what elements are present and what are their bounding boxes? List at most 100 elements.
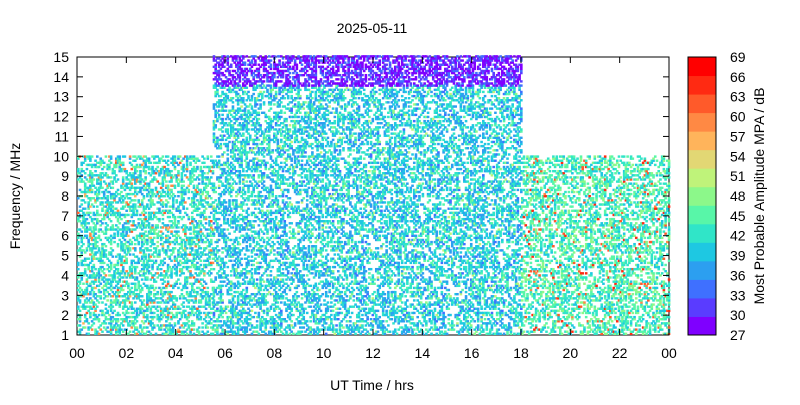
heatmap-cell [214,211,217,215]
heatmap-cell [149,297,153,300]
heatmap-cell [219,295,223,298]
heatmap-cell [101,251,104,254]
heatmap-cell [261,245,264,248]
heatmap-cell [278,144,281,148]
heatmap-cell [80,174,84,177]
heatmap-cell [262,163,266,167]
heatmap-cell [274,297,278,300]
heatmap-cell [161,180,165,183]
heatmap-cell [90,230,94,233]
heatmap-cell [262,84,266,87]
heatmap-cell [194,245,198,248]
heatmap-cell [231,267,235,271]
heatmap-cell [152,211,156,215]
heatmap-cell [85,234,89,238]
heatmap-cell [247,117,250,121]
heatmap-cell [151,172,154,175]
heatmap-cell [89,188,92,192]
heatmap-cell [233,309,236,313]
heatmap-cell [264,138,268,142]
heatmap-cell [177,263,180,267]
heatmap-cell [245,115,249,119]
heatmap-cell [247,176,250,179]
heatmap-cell [83,190,87,194]
heatmap-cell [252,88,255,92]
heatmap-cell [203,215,206,219]
heatmap-cell [196,255,199,258]
heatmap-cell [266,292,269,296]
heatmap-cell [231,147,235,150]
heatmap-cell [113,324,116,327]
heatmap-cell [123,318,127,321]
heatmap-cell [192,230,196,233]
heatmap-cell [132,253,135,256]
heatmap-cell [144,263,147,267]
heatmap-cell [109,322,113,325]
heatmap-cell [233,253,236,256]
heatmap-cell [257,315,261,319]
heatmap-cell [273,282,276,285]
heatmap-cell [245,232,249,235]
heatmap-cell [219,180,223,183]
heatmap-cell [146,234,149,238]
heatmap-cell [236,169,240,173]
heatmap-cell [257,261,261,265]
heatmap-cell [158,157,161,160]
heatmap-cell [264,261,268,265]
heatmap-cell [217,159,221,162]
heatmap-cell [140,263,144,267]
heatmap-cell [77,215,80,219]
heatmap-cell [158,318,161,321]
heatmap-cell [121,230,125,233]
heatmap-cell [216,147,219,150]
heatmap-cell [206,257,210,260]
heatmap-cell [226,251,230,254]
heatmap-cell [80,222,84,225]
heatmap-cell [121,161,125,165]
heatmap-cell [196,307,199,310]
heatmap-cell [242,109,245,112]
heatmap-cell [187,276,191,279]
heatmap-cell [146,278,149,281]
heatmap-cell [254,194,257,198]
heatmap-cell [255,99,259,102]
heatmap-cell [168,197,172,200]
heatmap-cell [190,282,194,285]
heatmap-cell [229,211,233,215]
heatmap-cell [224,130,228,133]
heatmap-cell [261,174,264,177]
heatmap-cell [102,261,106,265]
heatmap-cell [144,265,147,269]
heatmap-cell [252,201,255,204]
heatmap-cell [189,330,192,333]
heatmap-cell [261,205,264,208]
heatmap-cell [261,209,264,212]
heatmap-cell [224,163,228,167]
heatmap-cell [228,86,231,89]
heatmap-cell [233,142,236,146]
heatmap-cell [125,311,128,315]
heatmap-cell [171,161,175,165]
heatmap-cell [190,286,194,290]
heatmap-cell [212,209,216,212]
heatmap-cell [235,149,238,152]
heatmap-cell [158,315,161,319]
heatmap-cell [89,215,92,219]
heatmap-cell [245,138,249,142]
heatmap-cell [236,301,240,304]
heatmap-cell [208,167,211,171]
heatmap-cell [201,224,204,227]
heatmap-cell [180,199,184,202]
heatmap-cell [259,194,262,198]
heatmap-cell [173,230,177,233]
heatmap-cell [166,174,170,177]
heatmap-cell [190,307,194,310]
heatmap-cell [214,140,217,144]
heatmap-cell [97,188,101,192]
heatmap-cell [233,153,236,156]
heatmap-cell [130,261,134,265]
heatmap-cell [276,251,280,254]
heatmap-cell [178,326,182,329]
heatmap-cell [229,99,233,102]
heatmap-cell [159,194,163,198]
